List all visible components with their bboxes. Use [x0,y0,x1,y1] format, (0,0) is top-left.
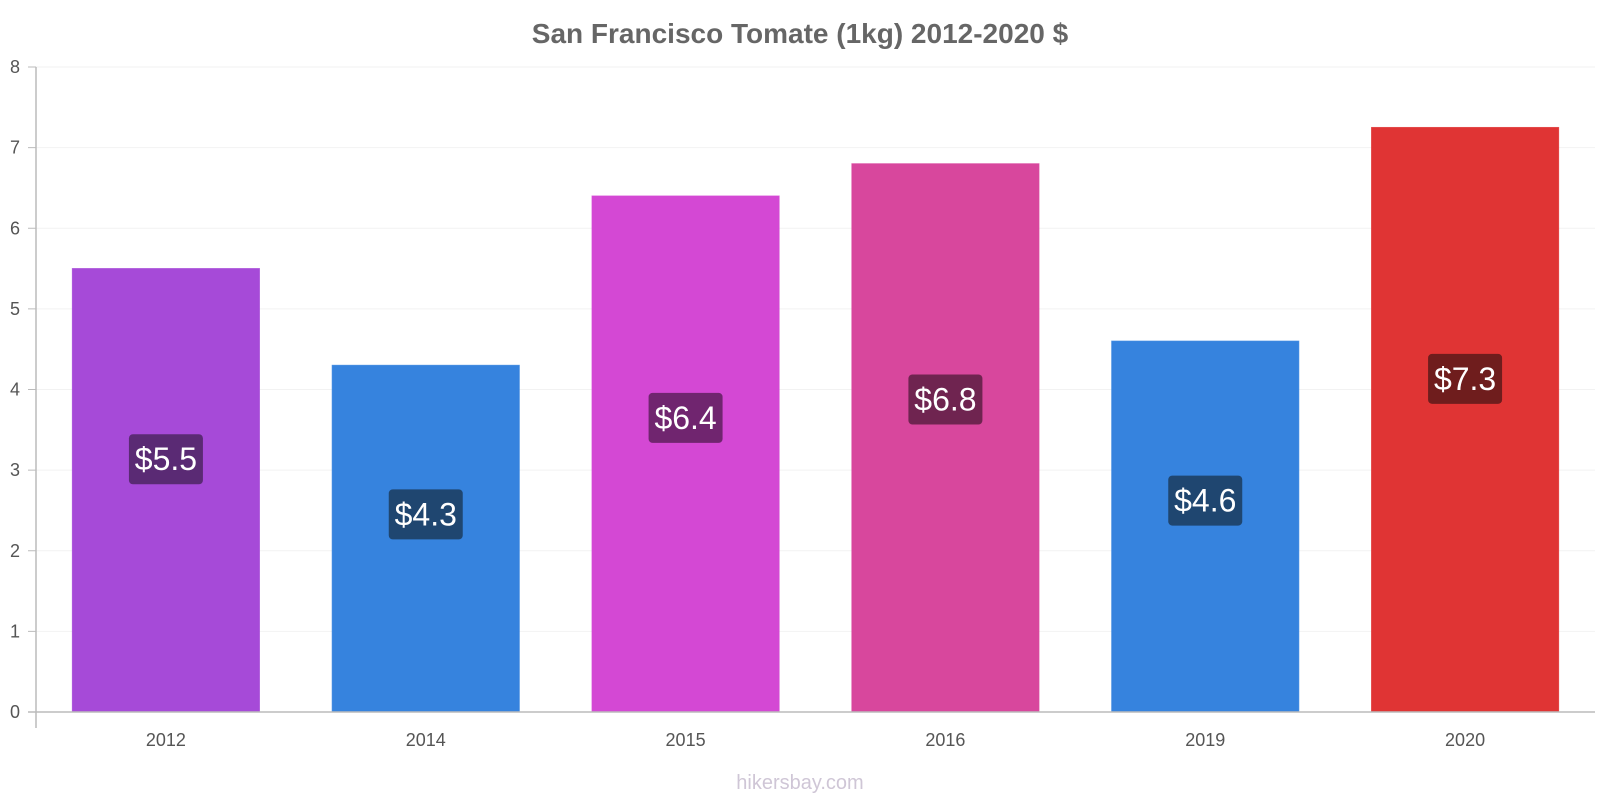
bar-2016 [851,163,1040,713]
x-tick-label: 2016 [925,730,965,750]
value-label-text: $4.3 [395,496,457,532]
value-label-text: $5.5 [135,441,197,477]
bar-2015 [591,195,780,713]
value-label-2020: $7.3 [1428,353,1503,404]
value-label-2016: $6.8 [908,374,983,425]
bar-2020 [1371,126,1560,713]
value-label-2015: $6.4 [648,392,723,443]
value-label-badge [1428,353,1503,404]
y-tick-label: 5 [10,299,20,319]
value-label-badge [128,434,203,485]
y-tick-label: 4 [10,380,20,400]
value-labels: $5.5 $4.3 $6.4 $6.8 $4.6 $7.3 [128,353,1503,540]
value-label-badge [648,392,723,443]
value-label-badge [388,489,463,540]
y-tick-label: 2 [10,541,20,561]
gridlines [36,66,1595,632]
bar-2019 [1111,340,1300,713]
value-label-2012: $5.5 [128,434,203,485]
chart-title: San Francisco Tomate (1kg) 2012-2020 $ [532,18,1069,49]
y-tick-label: 1 [10,621,20,641]
x-tick-label: 2020 [1445,730,1485,750]
value-label-2014: $4.3 [388,489,463,540]
value-label-text: $6.4 [654,400,716,436]
x-tick-label: 2012 [146,730,186,750]
x-tick-label: 2014 [406,730,446,750]
y-tick-label: 7 [10,138,20,158]
watermark: hikersbay.com [736,772,863,794]
value-label-badge [908,374,983,425]
y-tick-label: 3 [10,460,20,480]
axes: 0 1 2 3 4 5 6 7 8 2012 2014 2015 2016 2019 2020 [10,57,1595,750]
x-tick-label: 2019 [1185,730,1225,750]
value-label-text: $4.6 [1174,483,1236,519]
bars [71,126,1560,713]
value-label-2019: $4.6 [1168,475,1243,526]
value-label-text: $6.8 [914,381,976,417]
y-tick-label: 6 [10,218,20,238]
x-tick-label: 2015 [666,730,706,750]
value-label-badge [1168,475,1243,526]
y-tick-label: 0 [10,702,20,722]
value-label-text: $7.3 [1434,361,1496,397]
y-tick-label: 8 [10,57,20,77]
bar-2012 [71,268,260,713]
